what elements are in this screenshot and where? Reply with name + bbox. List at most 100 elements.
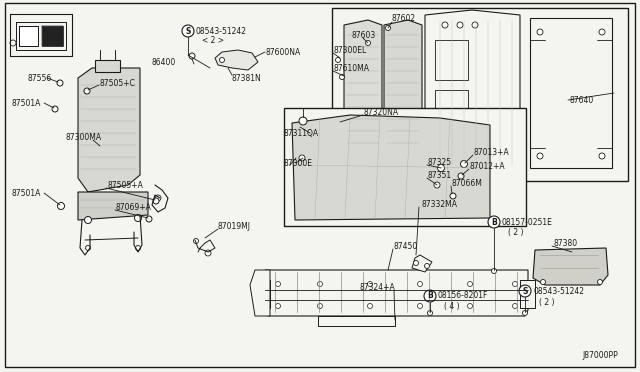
Circle shape xyxy=(193,238,198,244)
Circle shape xyxy=(488,216,500,228)
Circle shape xyxy=(86,246,90,250)
Text: 08543-51242: 08543-51242 xyxy=(533,286,584,295)
Circle shape xyxy=(492,269,497,273)
Text: S: S xyxy=(522,286,528,295)
Text: 08157-0251E: 08157-0251E xyxy=(502,218,553,227)
Circle shape xyxy=(472,152,478,158)
Text: 87505+A: 87505+A xyxy=(107,180,143,189)
Text: 87300E: 87300E xyxy=(284,158,313,167)
Circle shape xyxy=(450,193,456,199)
Polygon shape xyxy=(344,20,382,160)
Circle shape xyxy=(367,304,372,308)
Text: 87351: 87351 xyxy=(427,170,451,180)
Polygon shape xyxy=(78,192,148,220)
Circle shape xyxy=(220,58,225,62)
Circle shape xyxy=(442,152,448,158)
Polygon shape xyxy=(292,115,490,220)
Text: B: B xyxy=(427,292,433,301)
Text: 87066M: 87066M xyxy=(452,179,483,187)
Polygon shape xyxy=(520,280,535,308)
Text: 87019MJ: 87019MJ xyxy=(218,221,251,231)
Circle shape xyxy=(335,58,340,62)
Text: 87320NA: 87320NA xyxy=(363,108,398,116)
Text: ( 2 ): ( 2 ) xyxy=(508,228,524,237)
Circle shape xyxy=(146,216,152,222)
Polygon shape xyxy=(262,270,528,316)
Circle shape xyxy=(58,202,65,209)
Circle shape xyxy=(519,285,531,297)
Circle shape xyxy=(457,22,463,28)
Circle shape xyxy=(413,260,419,266)
Circle shape xyxy=(189,53,195,59)
Polygon shape xyxy=(530,18,612,168)
Circle shape xyxy=(537,153,543,159)
Polygon shape xyxy=(215,50,258,70)
Circle shape xyxy=(598,279,602,285)
Polygon shape xyxy=(78,68,140,192)
Polygon shape xyxy=(435,40,468,80)
Text: 87324+A: 87324+A xyxy=(360,283,396,292)
Text: 87556: 87556 xyxy=(27,74,51,83)
Polygon shape xyxy=(10,14,72,56)
Circle shape xyxy=(438,164,445,171)
Circle shape xyxy=(339,74,344,80)
Circle shape xyxy=(541,279,545,285)
Text: 87300MA: 87300MA xyxy=(65,132,101,141)
Circle shape xyxy=(513,282,518,286)
Circle shape xyxy=(467,304,472,308)
Text: 87381N: 87381N xyxy=(232,74,262,83)
Circle shape xyxy=(457,152,463,158)
Text: 87069+A: 87069+A xyxy=(116,202,152,212)
Polygon shape xyxy=(42,26,63,46)
Text: 87012+A: 87012+A xyxy=(470,161,506,170)
Polygon shape xyxy=(425,10,520,170)
Circle shape xyxy=(599,153,605,159)
Text: 87332MA: 87332MA xyxy=(421,199,457,208)
Text: S: S xyxy=(186,26,191,35)
Circle shape xyxy=(317,282,323,286)
Circle shape xyxy=(155,195,161,201)
Circle shape xyxy=(10,40,16,46)
Polygon shape xyxy=(533,248,608,285)
Circle shape xyxy=(52,106,58,112)
Polygon shape xyxy=(19,26,38,46)
Polygon shape xyxy=(384,20,422,160)
Text: 87501A: 87501A xyxy=(12,189,42,198)
Polygon shape xyxy=(435,90,468,130)
Circle shape xyxy=(537,29,543,35)
Circle shape xyxy=(317,304,323,308)
Text: 87325: 87325 xyxy=(427,157,451,167)
Text: 87380: 87380 xyxy=(553,238,577,247)
Polygon shape xyxy=(412,255,432,272)
Bar xyxy=(284,108,526,226)
Circle shape xyxy=(424,263,429,269)
Circle shape xyxy=(461,160,467,167)
Text: 87311QA: 87311QA xyxy=(284,128,319,138)
Polygon shape xyxy=(95,60,120,72)
Text: 87501A: 87501A xyxy=(12,99,42,108)
Circle shape xyxy=(513,304,518,308)
Text: 08156-8201F: 08156-8201F xyxy=(438,292,488,301)
Circle shape xyxy=(205,250,211,256)
Circle shape xyxy=(442,22,448,28)
Circle shape xyxy=(424,290,436,302)
Circle shape xyxy=(458,173,464,179)
Circle shape xyxy=(417,304,422,308)
Circle shape xyxy=(299,155,305,161)
Circle shape xyxy=(487,152,493,158)
Circle shape xyxy=(299,117,307,125)
Text: 08543-51242: 08543-51242 xyxy=(196,26,247,35)
Text: J87000PP: J87000PP xyxy=(582,351,618,360)
Circle shape xyxy=(522,311,527,315)
Text: 87600NA: 87600NA xyxy=(266,48,301,57)
Polygon shape xyxy=(318,316,395,326)
Text: 87610MA: 87610MA xyxy=(333,64,369,73)
Circle shape xyxy=(599,29,605,35)
Circle shape xyxy=(275,304,280,308)
Circle shape xyxy=(365,41,371,45)
Text: 87300EL: 87300EL xyxy=(333,45,366,55)
Circle shape xyxy=(84,217,92,224)
Circle shape xyxy=(472,22,478,28)
Circle shape xyxy=(367,282,372,286)
Circle shape xyxy=(275,282,280,286)
